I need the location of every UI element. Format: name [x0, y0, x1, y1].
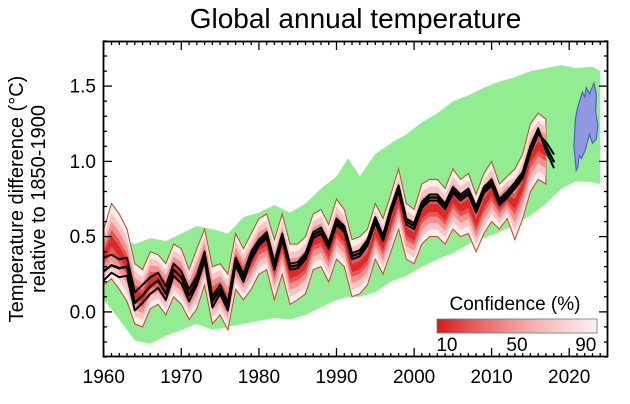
y-tick-label: 0.5	[70, 227, 96, 248]
confidence-colorbar	[436, 318, 598, 334]
y-tick-label: 0.0	[70, 302, 96, 323]
x-tick-label: 1980	[238, 367, 280, 388]
colorbar-tick-label: 50	[506, 335, 527, 356]
axis-ticks	[103, 40, 608, 358]
plot-frame	[102, 40, 609, 358]
obs-dataset-2-line	[103, 127, 555, 304]
x-tick-label: 2000	[393, 367, 435, 388]
x-tick-label: 2020	[548, 367, 590, 388]
x-tick-label: 1960	[83, 367, 125, 388]
colorbar-tick-label: 90	[575, 335, 596, 356]
x-tick-label: 1990	[315, 367, 357, 388]
legend-title: Confidence (%)	[449, 294, 581, 315]
x-tick-label: 2010	[470, 367, 512, 388]
y-tick-label: 1.0	[70, 152, 96, 173]
chart-title: Global annual temperature	[189, 3, 522, 34]
chart-bands	[103, 65, 601, 344]
confidence-fan-layer	[103, 121, 546, 323]
x-tick-label: 1970	[160, 367, 202, 388]
obs-dataset-3-line	[103, 133, 555, 312]
confidence-fan-layer	[103, 136, 546, 311]
colorbar-tick-label: 10	[436, 335, 457, 356]
forecast-polygon	[573, 81, 599, 173]
y-tick-label: 1.5	[70, 77, 96, 98]
